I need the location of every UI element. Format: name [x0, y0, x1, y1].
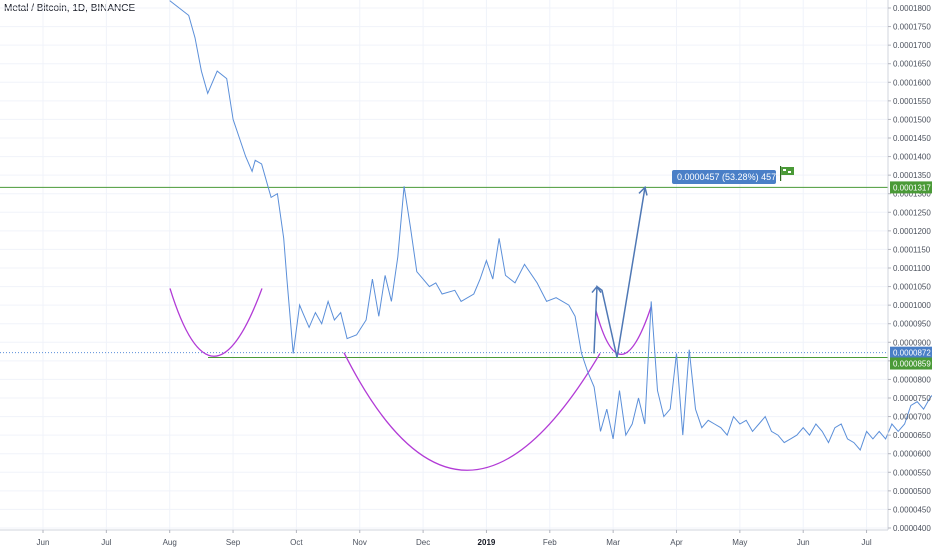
- measure-label: 0.0000457 (53.28%) 457: [672, 170, 776, 184]
- x-tick-label: Jun: [37, 538, 50, 547]
- y-tick-label: 0.0000950: [893, 320, 931, 329]
- y-tick-label: 0.0001100: [893, 264, 931, 273]
- y-tick-label: 0.0000400: [893, 524, 931, 533]
- chart-grid: [0, 0, 888, 530]
- price-tag-bg: [890, 346, 932, 359]
- projection-path: [591, 185, 648, 358]
- x-tick-label: Apr: [670, 538, 683, 547]
- cup-curve-left: [169, 288, 263, 357]
- x-tick-label: Oct: [290, 538, 303, 547]
- y-tick-label: 0.0001350: [893, 171, 931, 180]
- x-axis: Jun Jul Aug Sep Oct Nov Dec 2019 Feb Mar Apr May Jun…: [0, 529, 888, 547]
- y-tick-label: 0.0001800: [893, 4, 931, 13]
- x-tick-label: Mar: [606, 538, 620, 547]
- price-tag-label: 0.0001317: [893, 183, 931, 192]
- y-tick-label: 0.0000800: [893, 375, 931, 384]
- flag-icon: [780, 166, 794, 181]
- x-tick-label: Feb: [543, 538, 557, 547]
- y-tick-label: 0.0000650: [893, 431, 931, 440]
- y-axis: 0.0001800 0.0001750 0.0001700 0.0001650 0.00…: [887, 0, 931, 533]
- measure-label-bg: [672, 170, 776, 184]
- cup-curve-right: [595, 306, 652, 355]
- y-tick-label: 0.0001200: [893, 227, 931, 236]
- y-tick-label: 0.0000450: [893, 505, 931, 514]
- price-tag-bg: [890, 357, 932, 370]
- price-tag-label: 0.0000859: [893, 360, 931, 369]
- y-tick-label: 0.0001500: [893, 115, 931, 124]
- x-tick-label: Jul: [861, 538, 871, 547]
- y-tick-label: 0.0001450: [893, 134, 931, 143]
- y-tick-label: 0.0000500: [893, 487, 931, 496]
- x-tick-label: May: [732, 538, 747, 547]
- y-tick-label: 0.0001550: [893, 97, 931, 106]
- y-tick-label: 0.0001000: [893, 301, 931, 310]
- y-tick-label: 0.0000600: [893, 450, 931, 459]
- x-tick-label: Jul: [101, 538, 111, 547]
- y-tick-label: 0.0000700: [893, 413, 931, 422]
- cup-curve-main: [343, 352, 601, 471]
- x-tick-label: Sep: [226, 538, 241, 547]
- y-tick-label: 0.0001650: [893, 60, 931, 69]
- x-tick-label: Nov: [353, 538, 367, 547]
- price-series-line: [169, 0, 932, 451]
- x-tick-label: Dec: [416, 538, 430, 547]
- price-tag-label: 0.0000872: [893, 349, 931, 358]
- x-tick-label: Aug: [163, 538, 177, 547]
- y-tick-label: 0.0001750: [893, 23, 931, 32]
- y-tick-label: 0.0000750: [893, 394, 931, 403]
- y-tick-label: 0.0000900: [893, 338, 931, 347]
- y-tick-label: 0.0001600: [893, 78, 931, 87]
- x-tick-label: 2019: [478, 538, 496, 547]
- price-tag-bg: [890, 181, 932, 194]
- y-tick-label: 0.0001400: [893, 153, 931, 162]
- y-tick-label: 0.0001700: [893, 41, 931, 50]
- measure-label-text: 0.0000457 (53.28%) 457: [677, 172, 776, 182]
- x-tick-label: Jun: [797, 538, 810, 547]
- y-tick-label: 0.0000550: [893, 468, 931, 477]
- price-tags: 0.0001317 0.0000872 0.0000859: [890, 181, 932, 370]
- y-tick-label: 0.0001150: [893, 245, 931, 254]
- y-tick-label: 0.0001050: [893, 283, 931, 292]
- horizontal-levels: [0, 186, 888, 359]
- y-tick-label: 0.0001300: [893, 190, 931, 199]
- y-tick-label: 0.0001250: [893, 208, 931, 217]
